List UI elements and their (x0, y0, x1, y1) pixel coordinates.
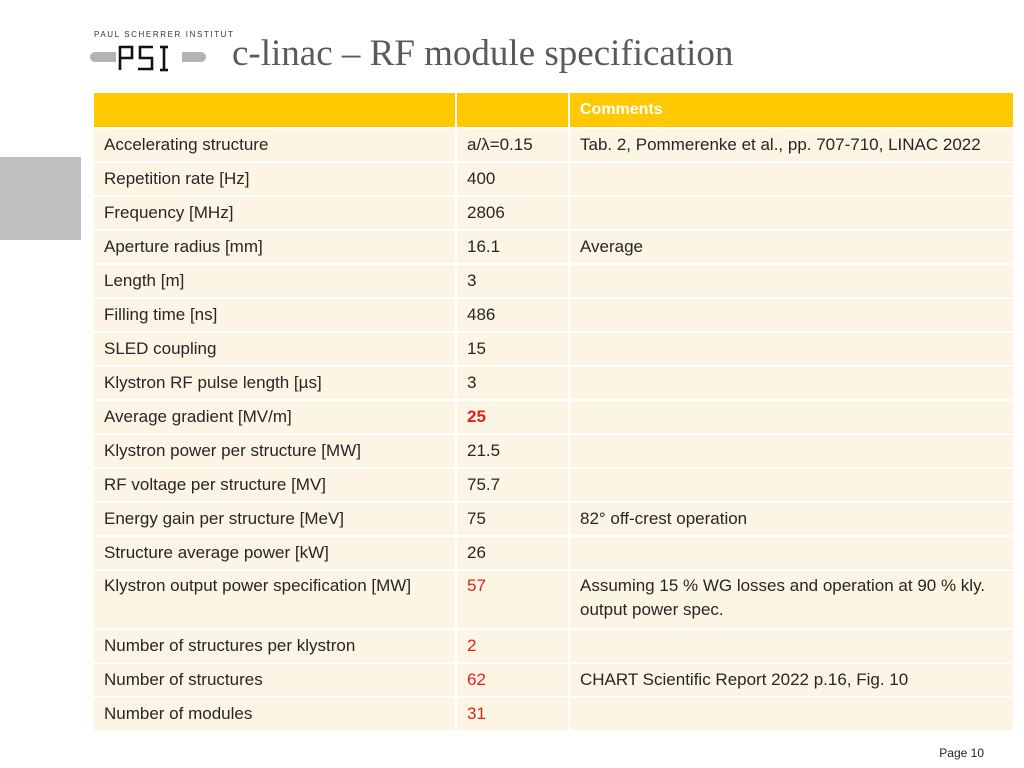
comment-cell (569, 162, 1013, 197)
table-row: Length [m] 3 (94, 264, 1013, 299)
comment-cell (569, 196, 1013, 231)
comment-cell (569, 434, 1013, 469)
param-cell: Filling time [ns] (94, 298, 457, 333)
param-cell: Accelerating structure (94, 128, 457, 163)
param-cell: Number of structures per klystron (94, 629, 457, 664)
param-cell: Aperture radius [mm] (94, 230, 457, 265)
comment-cell: 82° off-crest operation (569, 502, 1013, 537)
comment-cell (569, 697, 1013, 732)
table-row: Structure average power [kW] 26 (94, 536, 1013, 571)
table-row: Klystron power per structure [MW] 21.5 (94, 434, 1013, 469)
table-body: Accelerating structure a/λ=0.15 Tab. 2, Po… (94, 128, 1013, 732)
param-cell: Average gradient [MV/m] (94, 400, 457, 435)
table-row: SLED coupling 15 (94, 332, 1013, 367)
value-cell: 57 (456, 570, 570, 630)
value-cell: 62 (456, 663, 570, 698)
table-row: Accelerating structure a/λ=0.15 Tab. 2, Po… (94, 128, 1013, 163)
table-row: Aperture radius [mm] 16.1 Average (94, 230, 1013, 265)
table-row: Klystron RF pulse length [µs] 3 (94, 366, 1013, 401)
table-row: Number of structures per klystron 2 (94, 629, 1013, 664)
psi-logo: PAUL SCHERRER INSTITUT (90, 30, 233, 76)
table-header-row: Comments (94, 93, 1013, 129)
table-row: Number of modules 31 (94, 697, 1013, 732)
comment-cell: Average (569, 230, 1013, 265)
param-cell: Energy gain per structure [MeV] (94, 502, 457, 537)
param-cell: Structure average power [kW] (94, 536, 457, 571)
param-cell: Klystron output power specification [MW] (94, 570, 457, 630)
value-cell: 3 (456, 366, 570, 401)
value-cell: 16.1 (456, 230, 570, 265)
comment-cell (569, 264, 1013, 299)
header-value (456, 93, 570, 129)
comment-cell: Tab. 2, Pommerenke et al., pp. 707-710, … (569, 128, 1013, 163)
side-decor-block (0, 157, 81, 240)
comment-cell (569, 366, 1013, 401)
param-cell: Number of modules (94, 697, 457, 732)
value-cell: 400 (456, 162, 570, 197)
comment-cell (569, 400, 1013, 435)
table-row: RF voltage per structure [MV] 75.7 (94, 468, 1013, 503)
value-cell: 21.5 (456, 434, 570, 469)
comment-cell (569, 332, 1013, 367)
table-row: Energy gain per structure [MeV] 75 82° off… (94, 502, 1013, 537)
comment-cell: CHART Scientific Report 2022 p.16, Fig. … (569, 663, 1013, 698)
table-row: Klystron output power specification [MW]… (94, 570, 1013, 630)
param-cell: RF voltage per structure [MV] (94, 468, 457, 503)
value-cell: 25 (456, 400, 570, 435)
comment-cell (569, 298, 1013, 333)
rf-spec-table: Comments Accelerating structure a/λ=0.15 T… (94, 93, 1013, 732)
param-cell: Frequency [MHz] (94, 196, 457, 231)
comment-cell: Assuming 15 % WG losses and operation at… (569, 570, 1013, 630)
table-row: Number of structures 62 CHART Scientific R… (94, 663, 1013, 698)
value-cell: 2806 (456, 196, 570, 231)
value-cell: 26 (456, 536, 570, 571)
value-cell: 486 (456, 298, 570, 333)
page-title: c-linac – RF module specification (232, 33, 734, 74)
param-cell: Length [m] (94, 264, 457, 299)
table-row: Repetition rate [Hz] 400 (94, 162, 1013, 197)
table-row: Frequency [MHz] 2806 (94, 196, 1013, 231)
page-number: Page 10 (939, 746, 984, 760)
value-cell: 3 (456, 264, 570, 299)
comment-cell (569, 536, 1013, 571)
comment-cell (569, 468, 1013, 503)
value-cell: a/λ=0.15 (456, 128, 570, 163)
param-cell: Number of structures (94, 663, 457, 698)
value-cell: 75 (456, 502, 570, 537)
param-cell: Klystron power per structure [MW] (94, 434, 457, 469)
header-parameter (94, 93, 457, 129)
value-cell: 2 (456, 629, 570, 664)
comment-cell (569, 629, 1013, 664)
value-cell: 31 (456, 697, 570, 732)
value-cell: 15 (456, 332, 570, 367)
header-comments: Comments (569, 93, 1013, 129)
param-cell: Repetition rate [Hz] (94, 162, 457, 197)
param-cell: Klystron RF pulse length [µs] (94, 366, 457, 401)
value-cell: 75.7 (456, 468, 570, 503)
table-row: Filling time [ns] 486 (94, 298, 1013, 333)
psi-logo-mark (90, 45, 206, 72)
param-cell: SLED coupling (94, 332, 457, 367)
table-row: Average gradient [MV/m] 25 (94, 400, 1013, 435)
logo-institute-name: PAUL SCHERRER INSTITUT (94, 30, 235, 39)
